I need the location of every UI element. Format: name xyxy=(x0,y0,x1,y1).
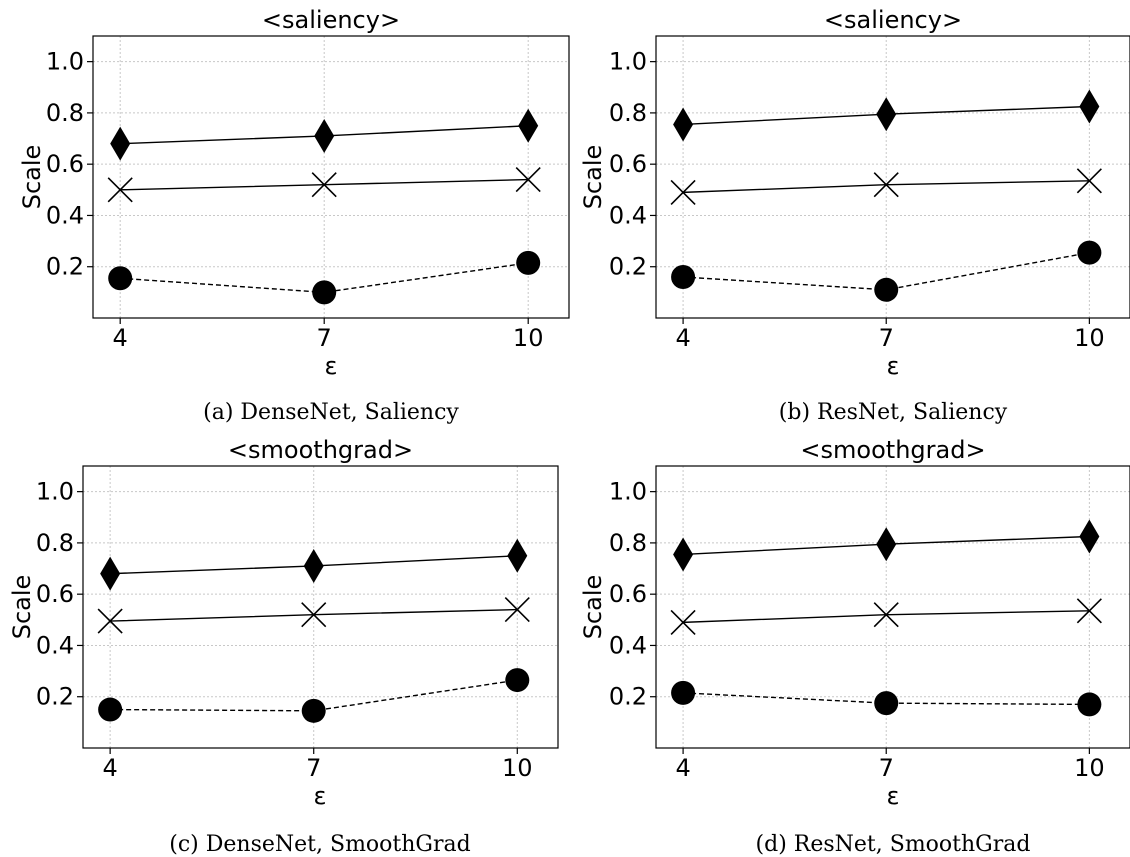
data-point-circle xyxy=(505,668,530,693)
data-point-x xyxy=(1076,598,1102,624)
x-tick-label: 10 xyxy=(1074,324,1105,352)
data-point-circle xyxy=(98,697,123,722)
data-point-x xyxy=(504,596,530,623)
y-tick-label: 1.0 xyxy=(609,478,647,506)
figure-caption: (b) ResNet, Saliency xyxy=(779,400,1008,425)
data-point-x xyxy=(311,172,337,198)
chart-title: <smoothgrad> xyxy=(800,436,985,464)
chart-title: <saliency> xyxy=(262,6,400,34)
y-tick-label: 0.4 xyxy=(609,201,647,229)
plot-frame xyxy=(82,465,559,749)
x-tick-label: 7 xyxy=(879,324,894,352)
y-tick-label: 0.6 xyxy=(609,580,647,608)
data-point-diamond xyxy=(303,548,324,583)
data-point-circle xyxy=(312,280,337,305)
data-point-diamond xyxy=(673,537,694,572)
data-point-diamond xyxy=(110,126,131,161)
data-point-circle xyxy=(671,264,696,289)
y-axis-label: Scale xyxy=(18,145,46,210)
x-tick-label: 4 xyxy=(103,754,118,782)
y-tick-label: 0.8 xyxy=(609,529,647,557)
y-tick-label: 0.8 xyxy=(46,99,84,127)
data-point-diamond xyxy=(673,107,694,142)
x-tick-label: 4 xyxy=(113,324,128,352)
data-point-circle xyxy=(301,698,326,723)
data-point-x xyxy=(107,177,133,203)
series-line-x xyxy=(683,610,1090,624)
x-tick-label: 7 xyxy=(879,754,894,782)
data-point-x xyxy=(301,602,327,628)
y-tick-label: 0.2 xyxy=(46,253,84,281)
y-tick-label: 0.4 xyxy=(609,631,647,659)
y-tick-label: 0.6 xyxy=(609,150,647,178)
y-tick-label: 0.6 xyxy=(46,150,84,178)
x-tick-label: 4 xyxy=(675,324,690,352)
y-tick-label: 0.4 xyxy=(46,201,84,229)
data-point-x xyxy=(670,609,696,635)
data-point-diamond xyxy=(518,108,539,143)
y-tick-label: 0.4 xyxy=(36,631,74,659)
y-tick-label: 0.8 xyxy=(36,529,74,557)
series-line-x xyxy=(683,180,1090,194)
data-point-diamond xyxy=(1079,519,1100,554)
y-axis-label: Scale xyxy=(8,575,36,640)
x-tick-label: 10 xyxy=(502,754,533,782)
data-point-x xyxy=(515,166,541,193)
data-point-diamond xyxy=(876,527,897,562)
x-axis-label: ε xyxy=(887,782,900,810)
plot-frame xyxy=(655,465,1130,749)
data-point-circle xyxy=(108,266,133,291)
x-axis-label: ε xyxy=(314,782,327,810)
chart-title: <saliency> xyxy=(824,6,962,34)
y-tick-label: 0.2 xyxy=(609,683,647,711)
plot-frame xyxy=(655,35,1130,319)
y-tick-label: 1.0 xyxy=(609,48,647,76)
data-point-x xyxy=(873,602,899,628)
data-point-x xyxy=(670,179,696,205)
data-point-circle xyxy=(874,277,899,302)
chart-panel-1: 0.2 0.4 0.6 0.8 1.0 4 7 10 <saliency> ε Scale (a) D… xyxy=(18,6,570,425)
data-point-circle xyxy=(671,680,696,705)
data-point-x xyxy=(1076,168,1102,194)
chart-panel-2: 0.2 0.4 0.6 0.8 1.0 4 7 10 <saliency> ε Scale (b) R… xyxy=(579,6,1130,425)
data-point-circle xyxy=(516,250,541,275)
y-tick-label: 1.0 xyxy=(36,478,74,506)
data-point-x xyxy=(97,608,123,634)
data-point-diamond xyxy=(314,118,335,153)
x-tick-label: 7 xyxy=(306,754,321,782)
y-tick-label: 0.2 xyxy=(609,253,647,281)
x-tick-label: 7 xyxy=(317,324,332,352)
chart-panel-4: 0.2 0.4 0.6 0.8 1.0 4 7 10 <smoothgrad> ε Scale (d)… xyxy=(579,436,1130,857)
x-axis-label: ε xyxy=(887,352,900,380)
chart-panel-3: 0.2 0.4 0.6 0.8 1.0 4 7 10 <smoothgrad> ε Scale (c)… xyxy=(8,436,559,857)
y-axis-label: Scale xyxy=(579,145,607,210)
x-axis-label: ε xyxy=(325,352,338,380)
x-tick-label: 10 xyxy=(1074,754,1105,782)
y-tick-label: 1.0 xyxy=(46,48,84,76)
data-point-diamond xyxy=(1079,89,1100,124)
data-point-circle xyxy=(874,691,899,716)
plot-frame xyxy=(92,35,570,319)
data-point-diamond xyxy=(507,538,528,573)
figure-caption: (d) ResNet, SmoothGrad xyxy=(756,832,1031,857)
data-point-circle xyxy=(1077,692,1102,717)
y-tick-label: 0.2 xyxy=(36,683,74,711)
x-tick-label: 10 xyxy=(513,324,544,352)
figure-caption: (a) DenseNet, Saliency xyxy=(203,400,459,425)
data-point-circle xyxy=(1077,240,1102,265)
data-point-x xyxy=(873,172,899,198)
chart-title: <smoothgrad> xyxy=(228,436,413,464)
data-point-diamond xyxy=(876,97,897,132)
x-tick-label: 4 xyxy=(675,754,690,782)
y-axis-label: Scale xyxy=(579,575,607,640)
y-tick-label: 0.8 xyxy=(609,99,647,127)
y-tick-label: 0.6 xyxy=(36,580,74,608)
figure-caption: (c) DenseNet, SmoothGrad xyxy=(169,832,470,857)
data-point-diamond xyxy=(100,556,121,591)
